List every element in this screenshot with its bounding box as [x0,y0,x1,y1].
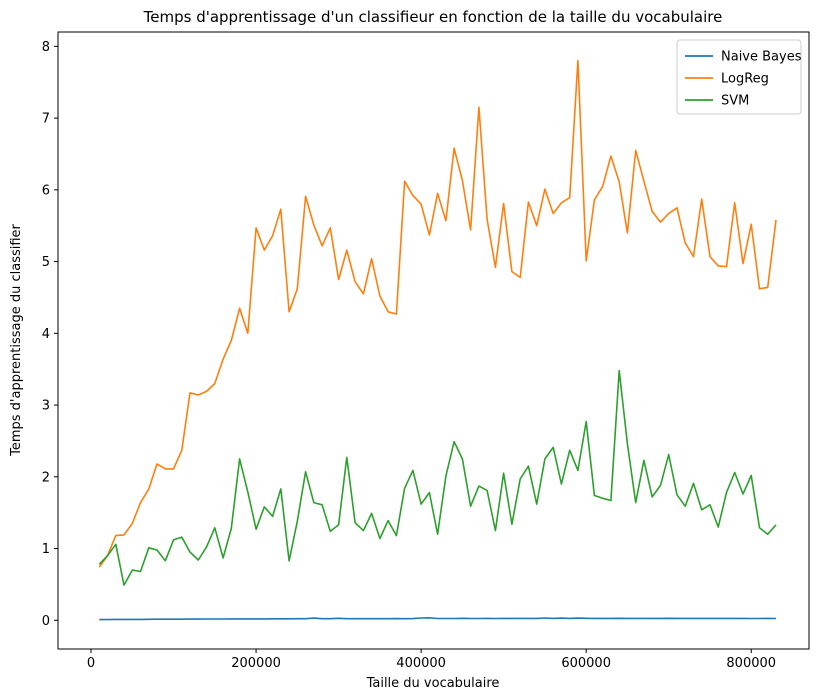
y-axis: 0 1 2 3 4 5 6 7 8 [42,40,58,629]
legend-label: SVM [721,94,749,109]
chart-title: Temps d'apprentissage d'un classifieur e… [143,8,723,26]
x-tick-label: 800000 [726,656,776,671]
plot-frame [57,31,810,650]
y-tick-label: 7 [42,112,50,127]
y-tick-label: 1 [42,542,50,557]
legend-box [676,39,802,115]
y-tick-label: 5 [42,255,50,270]
y-tick-label: 0 [42,614,50,629]
legend: Naive Bayes LogReg SVM [676,39,802,115]
series-line-logreg [98,59,777,568]
x-axis-label: Taille du vocabulaire [366,676,500,691]
plot-area [57,31,810,650]
y-tick-label: 4 [42,327,50,342]
y-tick-label: 6 [42,183,50,198]
x-tick-label: 600000 [561,656,611,671]
legend-label: LogReg [721,72,769,87]
plot-background [58,32,809,649]
series-line-naive-bayes [99,616,777,621]
x-tick-label: 200000 [231,656,281,671]
series-layer [98,59,777,621]
x-axis: 0 200000 400000 600000 800000 [87,649,776,671]
x-tick-label: 400000 [396,656,446,671]
y-axis-label: Temps d'apprentissage du classifier [9,223,24,456]
y-tick-label: 3 [42,399,50,414]
y-tick-label: 8 [42,40,50,55]
legend-label: Naive Bayes [721,50,802,65]
y-tick-label: 2 [42,470,50,485]
series-line-svm [98,369,777,586]
x-tick-label: 0 [87,656,95,671]
